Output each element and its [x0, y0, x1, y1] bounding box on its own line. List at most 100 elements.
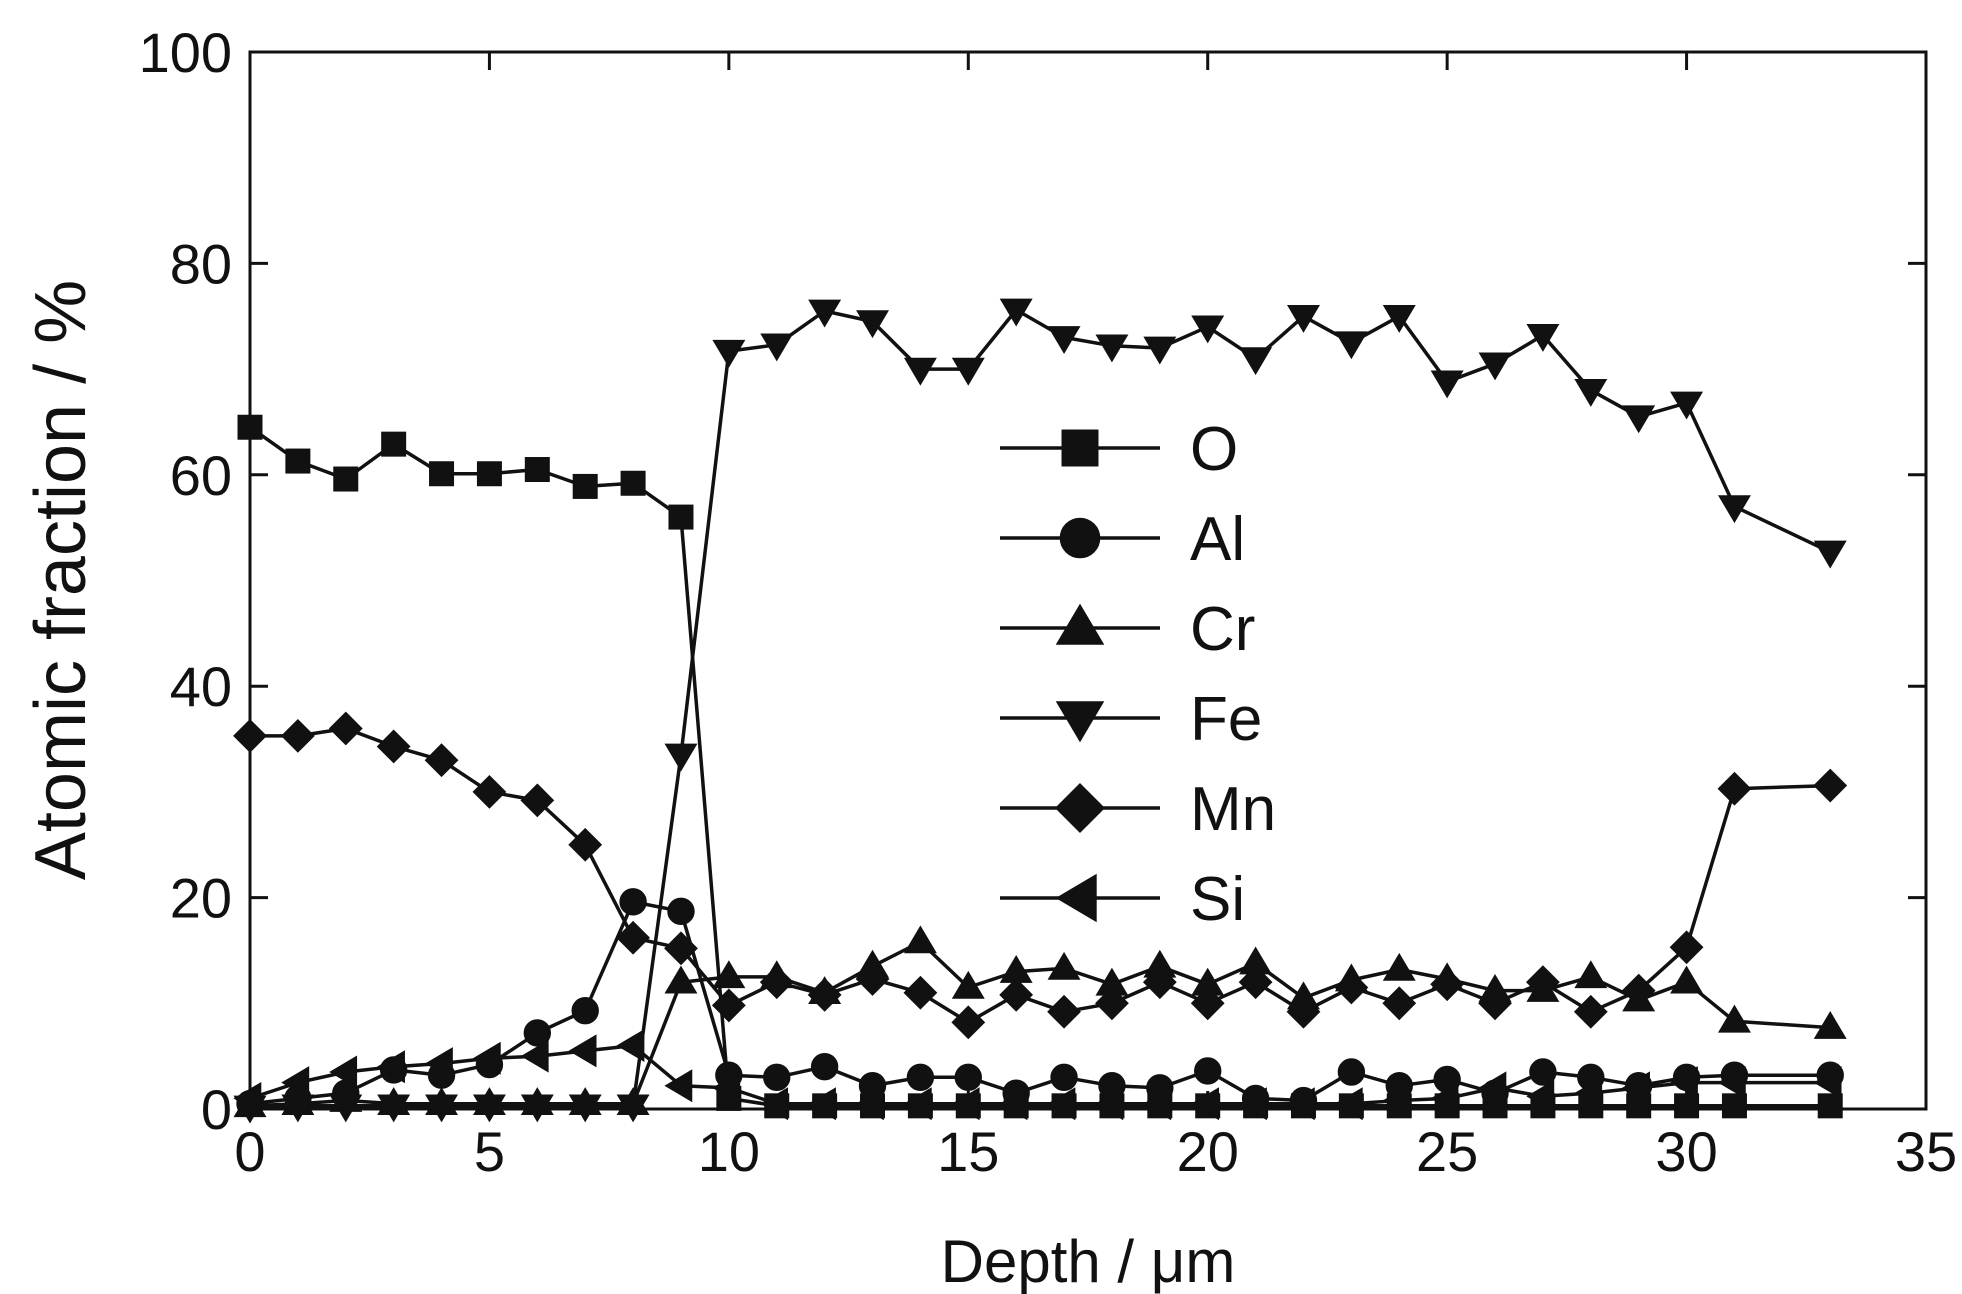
data-point [520, 783, 555, 818]
data-point [1095, 334, 1129, 363]
legend-marker [1061, 429, 1099, 467]
data-point [1238, 965, 1273, 1000]
x-tick-label: 25 [1416, 1120, 1478, 1183]
data-point [1669, 1066, 1698, 1100]
plot-area-frame [248, 50, 1928, 1111]
data-point [951, 357, 985, 386]
x-tick-label: 30 [1655, 1120, 1717, 1183]
legend: O Al Cr Fe Mn Si [1000, 415, 1276, 934]
data-point [951, 1005, 986, 1040]
x-tick-label: 10 [698, 1120, 760, 1183]
data-point [903, 1087, 932, 1121]
data-point [1574, 378, 1608, 407]
data-point [906, 1063, 935, 1091]
y-axis-label: Atomic fraction / % [21, 280, 101, 880]
data-point [951, 1087, 980, 1121]
data-point [329, 1094, 363, 1123]
data-point [329, 1055, 358, 1089]
legend-marker [1055, 701, 1105, 743]
data-point [954, 1063, 982, 1091]
data-point [999, 977, 1034, 1012]
legend-marker [1055, 873, 1097, 923]
y-tick-label: 60 [170, 444, 232, 507]
data-point [381, 431, 407, 457]
data-point [281, 1094, 315, 1123]
series-layer [233, 298, 1848, 1124]
data-point [1382, 986, 1417, 1021]
data-point [760, 333, 794, 362]
data-point [571, 996, 599, 1025]
data-point [429, 461, 455, 487]
data-point [1334, 970, 1369, 1005]
data-point [1095, 1087, 1124, 1121]
data-point [1621, 973, 1656, 1008]
legend-marker [1054, 782, 1106, 834]
data-point [523, 1019, 552, 1047]
data-point [1813, 1066, 1842, 1100]
data-point [903, 975, 938, 1010]
data-point [1717, 495, 1751, 524]
x-tick-label: 35 [1895, 1120, 1957, 1183]
legend-marker [1059, 517, 1101, 559]
data-point [1047, 326, 1081, 354]
data-point [1190, 986, 1225, 1021]
y-tick-label: 80 [170, 232, 232, 295]
data-point [1047, 1087, 1076, 1121]
data-point [1047, 951, 1081, 980]
data-point [233, 718, 267, 753]
data-point [1334, 1087, 1363, 1121]
data-point [1813, 540, 1847, 569]
data-point [1670, 965, 1704, 994]
data-point [664, 931, 698, 966]
data-point [1239, 1087, 1267, 1121]
data-point [808, 299, 842, 328]
data-point [1478, 1071, 1507, 1105]
data-point [1095, 986, 1129, 1021]
y-tick-label: 100 [139, 21, 232, 84]
data-point [376, 729, 411, 764]
data-point [1622, 1071, 1650, 1105]
data-point [1382, 304, 1416, 333]
data-point [1817, 1093, 1843, 1119]
data-point [472, 1094, 506, 1123]
legend-item-cr: Cr [1000, 595, 1255, 664]
data-point [1478, 986, 1512, 1021]
data-point [524, 457, 550, 483]
data-point [285, 448, 311, 474]
data-point [1382, 952, 1416, 981]
data-point [333, 466, 359, 492]
legend-label: Si [1190, 865, 1245, 934]
data-point [1143, 336, 1177, 365]
data-point [377, 1094, 411, 1123]
data-point [425, 1094, 459, 1123]
x-tick-label: 15 [937, 1120, 999, 1183]
data-point [1529, 1058, 1557, 1086]
series-fe [233, 298, 1847, 1124]
data-point [999, 298, 1033, 327]
legend-label: Cr [1190, 595, 1255, 664]
y-tick-label: 20 [170, 867, 232, 930]
data-point [807, 977, 842, 1012]
data-point [1047, 994, 1081, 1029]
data-point [664, 1069, 693, 1103]
data-point [759, 965, 794, 1000]
data-point [668, 504, 694, 530]
data-point [1574, 960, 1608, 989]
data-point [472, 774, 507, 809]
data-point [568, 827, 603, 862]
data-point [616, 920, 650, 955]
data-point [1382, 1084, 1411, 1118]
data-point [1430, 370, 1464, 399]
data-point [620, 470, 646, 496]
data-point [328, 711, 363, 746]
data-point [1334, 331, 1368, 360]
series-cr [233, 925, 1847, 1118]
data-point [1191, 1087, 1220, 1121]
x-tick-label: 0 [234, 1120, 265, 1183]
data-point [1239, 347, 1273, 376]
legend-label: O [1190, 415, 1238, 484]
data-point [712, 339, 746, 368]
data-point [808, 1087, 836, 1121]
data-point [1430, 1081, 1459, 1115]
